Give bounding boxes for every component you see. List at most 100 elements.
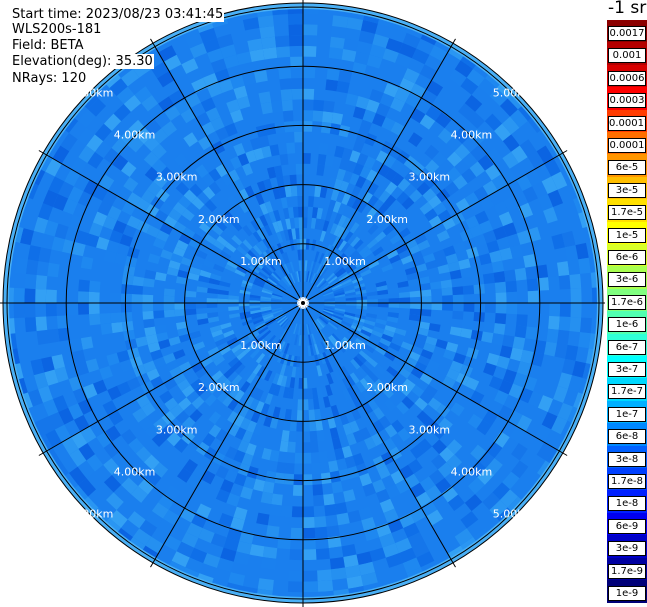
ppi-cell <box>347 233 357 245</box>
ppi-cell <box>311 261 317 273</box>
ppi-cell <box>83 179 99 196</box>
ppi-cell <box>340 228 350 241</box>
ppi-cell <box>151 143 167 160</box>
ppi-cell <box>402 557 421 574</box>
ppi-cell <box>249 303 261 306</box>
ppi-cell <box>470 265 483 277</box>
ppi-cell <box>391 172 405 187</box>
ppi-cell <box>424 417 439 432</box>
range-label: 2.00km <box>366 381 408 394</box>
ppi-cell <box>317 318 326 327</box>
ppi-cell <box>242 239 253 250</box>
ppi-cell <box>282 419 291 431</box>
ppi-cell <box>274 472 286 485</box>
ppi-cell <box>131 294 143 303</box>
ppi-cell <box>234 363 246 375</box>
ppi-cell <box>226 337 239 346</box>
ppi-cell <box>13 303 25 319</box>
ppi-cell <box>327 321 338 330</box>
ppi-cell <box>265 123 277 136</box>
ppi-cell <box>323 306 335 310</box>
ppi-cell <box>423 366 437 378</box>
ppi-cell <box>496 355 510 370</box>
ppi-cell <box>398 383 412 397</box>
ppi-cell <box>333 178 343 191</box>
ppi-cell <box>448 69 467 87</box>
ppi-cell <box>402 378 416 391</box>
ppi-cell <box>463 303 475 312</box>
ppi-cell <box>332 314 344 321</box>
ppi-cell <box>102 190 118 206</box>
ppi-cell <box>415 333 428 343</box>
ppi-cell <box>326 525 340 538</box>
ppi-cell <box>369 264 382 273</box>
ppi-cell <box>410 175 425 190</box>
ppi-cell <box>220 479 234 494</box>
ppi-cell <box>333 311 345 317</box>
ppi-cell <box>183 189 197 203</box>
ppi-cell <box>459 364 474 378</box>
ppi-cell <box>255 276 266 284</box>
ppi-cell <box>386 249 399 260</box>
ppi-cell <box>242 224 253 237</box>
ppi-cell <box>70 338 83 353</box>
ppi-cell <box>387 287 399 295</box>
ppi-cell <box>15 257 28 274</box>
ppi-cell <box>242 17 260 31</box>
ppi-cell <box>391 419 405 434</box>
ppi-cell <box>496 236 510 251</box>
ppi-cell <box>71 157 88 175</box>
ppi-cell <box>446 368 460 381</box>
ppi-cell <box>410 250 424 261</box>
ppi-cell <box>272 221 280 233</box>
ppi-cell <box>290 67 303 79</box>
ppi-cell <box>303 570 318 582</box>
ppi-cell <box>120 293 132 303</box>
ppi-cell <box>141 189 156 204</box>
ppi-cell <box>233 389 245 402</box>
ppi-cell <box>258 135 270 148</box>
ppi-cell <box>341 320 352 328</box>
range-label: 4.00km <box>451 129 493 142</box>
ppi-cell <box>103 147 120 165</box>
ppi-cell <box>354 51 370 65</box>
ppi-cell <box>516 230 531 245</box>
ppi-cell <box>353 239 364 250</box>
ppi-cell <box>337 271 348 280</box>
ppi-cell <box>541 411 558 430</box>
ppi-cell <box>396 191 410 205</box>
ppi-cell <box>284 185 292 198</box>
ppi-cell <box>516 414 533 432</box>
ppi-cell <box>427 359 441 372</box>
ppi-cell <box>303 110 314 122</box>
ppi-cell <box>263 265 273 275</box>
ppi-cell <box>435 477 452 494</box>
ppi-cell <box>99 313 112 325</box>
ppi-cell <box>327 416 337 429</box>
ppi-cell <box>318 316 328 325</box>
ppi-cell <box>207 316 220 324</box>
ppi-cell <box>78 291 90 303</box>
ppi-cell <box>191 513 208 529</box>
ppi-cell <box>509 347 524 362</box>
ppi-cell <box>246 420 257 434</box>
ppi-cell <box>381 263 394 273</box>
ppi-cell <box>424 384 438 398</box>
ppi-cell <box>415 98 432 115</box>
ppi-cell <box>270 299 282 302</box>
ppi-cell <box>319 265 327 277</box>
ppi-cell <box>196 286 208 293</box>
ppi-cell <box>419 391 434 405</box>
ppi-cell <box>177 269 190 279</box>
ppi-cell <box>216 33 234 49</box>
ppi-cell <box>238 200 250 214</box>
ppi-cell <box>218 513 234 528</box>
ppi-cell <box>221 326 233 334</box>
ppi-cell <box>242 369 253 382</box>
ppi-cell <box>214 415 228 429</box>
ppi-cell <box>406 272 419 281</box>
ppi-cell <box>410 108 426 124</box>
ppi-cell <box>174 424 189 439</box>
ppi-cell <box>111 451 128 468</box>
